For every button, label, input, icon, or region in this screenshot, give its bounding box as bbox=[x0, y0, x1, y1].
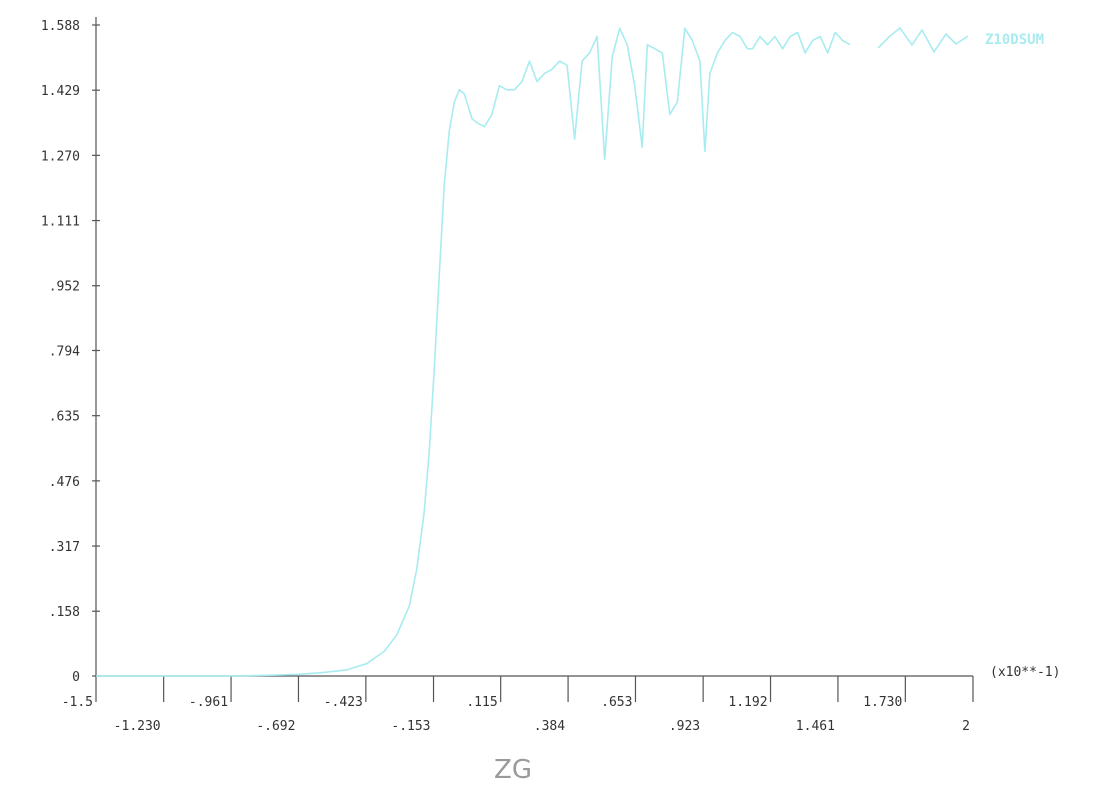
y-tick-label: .476 bbox=[49, 475, 80, 490]
y-tick-label: .952 bbox=[49, 280, 80, 295]
x-tick-label: -.423 bbox=[324, 695, 363, 710]
x-tick-label: -.961 bbox=[189, 695, 228, 710]
x-tick-label: 1.730 bbox=[863, 695, 902, 710]
x-tick-label: -.692 bbox=[256, 719, 295, 734]
x-tick-label: 1.192 bbox=[728, 695, 767, 710]
y-tick-label: .794 bbox=[49, 345, 80, 360]
y-tick-label: 1.111 bbox=[41, 215, 80, 230]
y-tick-label: 0 bbox=[72, 670, 80, 685]
x-tick-label: .923 bbox=[669, 719, 700, 734]
y-tick-label: 1.270 bbox=[41, 149, 80, 164]
x-tick-label: .653 bbox=[601, 695, 632, 710]
x-axis-multiplier-label: (x10**-1) bbox=[990, 665, 1060, 680]
series-layer bbox=[96, 27, 851, 677]
legend-swatch bbox=[877, 26, 969, 54]
x-tick-label: .115 bbox=[466, 695, 497, 710]
x-tick-label: 2 bbox=[962, 719, 970, 734]
y-tick-label: .635 bbox=[49, 410, 80, 425]
x-tick-label: .384 bbox=[534, 719, 565, 734]
series-line bbox=[96, 27, 851, 677]
x-tick-label: 1.461 bbox=[796, 719, 835, 734]
x-tick-label: -.153 bbox=[391, 719, 430, 734]
y-tick-label: 1.429 bbox=[41, 84, 80, 99]
y-tick-label: .317 bbox=[49, 540, 80, 555]
y-axis: 0 .158 .317 .476 .635 .794 .952 1.111 1.270 1.429… bbox=[41, 17, 100, 685]
x-tick-label: -1.230 bbox=[114, 719, 161, 734]
x-axis: -1.5 -.961 -.423 .115 .653 1.192 1.730 -1.230 -.… bbox=[62, 675, 974, 734]
y-tick-label: .158 bbox=[49, 605, 80, 620]
legend: Z10DSUM bbox=[877, 26, 1044, 54]
x-axis-title: ZG bbox=[494, 755, 532, 785]
x-tick-label: -1.5 bbox=[62, 695, 93, 710]
y-tick-label: 1.588 bbox=[41, 19, 80, 34]
legend-label: Z10DSUM bbox=[985, 32, 1044, 48]
